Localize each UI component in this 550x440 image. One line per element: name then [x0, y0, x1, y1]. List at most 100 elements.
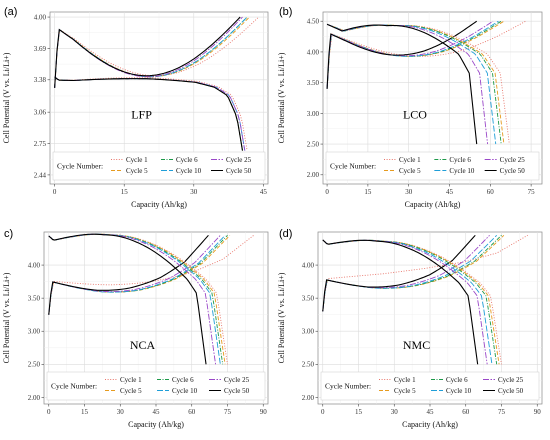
legend-label-cycle-10: Cycle 10 — [176, 167, 202, 175]
legend-label-cycle-50: Cycle 50 — [224, 387, 250, 395]
legend-label-cycle-50: Cycle 50 — [498, 387, 524, 395]
chemistry-label: NCA — [130, 338, 156, 352]
x-tick-label: 30 — [117, 408, 125, 416]
curves — [54, 16, 260, 151]
y-tick-label: 2.00 — [28, 394, 41, 402]
y-tick-label: 2.44 — [34, 171, 47, 179]
legend: Cycle Number: Cycle 1 Cycle 5 Cycle 6 Cycle … — [52, 151, 266, 181]
x-tick-label: 15 — [355, 408, 363, 416]
panel-label: (d) — [279, 228, 292, 240]
y-tick-label: 2.00 — [302, 394, 315, 402]
y-tick-label: 3.50 — [28, 295, 41, 303]
x-tick-label: 45 — [427, 408, 435, 416]
x-tick-label: 75 — [224, 408, 232, 416]
y-tick-label: 4.00 — [28, 261, 41, 269]
y-tick-label: 2.50 — [307, 140, 320, 148]
panel-label: c) — [4, 228, 13, 240]
x-tick-label: 15 — [121, 188, 129, 196]
x-tick-label: 30 — [405, 188, 413, 196]
x-tick-label: 45 — [260, 188, 268, 196]
y-tick-label: 3.50 — [302, 295, 315, 303]
legend-label-cycle-6: Cycle 6 — [446, 376, 468, 384]
legend-label-cycle-5: Cycle 5 — [394, 387, 416, 395]
y-tick-label: 4.50 — [307, 18, 320, 26]
legend-label-cycle-10: Cycle 10 — [172, 387, 198, 395]
panel-lfp: 0 15 30 45 2.44 2.75 3.06 3.38 3.69 4.00 Capacity … — [2, 6, 269, 209]
legend-title: Cycle Number: — [57, 162, 103, 171]
y-tick-label: 3.69 — [34, 45, 47, 53]
y-axis-label: Cell Potential (V vs. Li/Li+) — [277, 272, 286, 363]
curves — [326, 20, 526, 145]
x-tick-label: 45 — [446, 188, 454, 196]
legend: Cycle Number: Cycle 1 Cycle 5 Cycle 6 Cycle … — [46, 371, 266, 401]
charge-curve-cycle-1 — [326, 20, 526, 89]
panel-label: (a) — [4, 6, 17, 18]
discharge-curve-cycle-25 — [326, 23, 489, 145]
x-tick-label: 45 — [153, 408, 161, 416]
legend-label-cycle-6: Cycle 6 — [176, 156, 198, 164]
legend-label-cycle-25: Cycle 25 — [224, 376, 250, 384]
legend-title: Cycle Number: — [330, 162, 376, 171]
chemistry-label: LCO — [403, 108, 427, 122]
legend-box — [52, 151, 266, 181]
curves — [48, 233, 254, 365]
y-tick-label: 2.50 — [302, 361, 315, 369]
y-tick-label: 3.06 — [34, 109, 47, 117]
x-tick-label: 75 — [498, 408, 506, 416]
discharge-curve-cycle-50 — [326, 23, 478, 145]
legend-label-cycle-5: Cycle 5 — [120, 387, 142, 395]
x-tick-label: 30 — [190, 188, 198, 196]
legend-label-cycle-50: Cycle 50 — [500, 167, 526, 175]
legend-label-cycle-10: Cycle 10 — [446, 387, 472, 395]
y-tick-label: 3.00 — [302, 328, 315, 336]
x-tick-label: 0 — [53, 188, 57, 196]
x-tick-label: 90 — [534, 408, 542, 416]
discharge-curve-cycle-10 — [48, 233, 221, 365]
y-tick-label: 4.00 — [307, 48, 320, 56]
y-axis-label: Cell Potential (V vs. Li/Li+) — [2, 272, 11, 363]
x-tick-label: 0 — [321, 408, 325, 416]
legend-label-cycle-1: Cycle 1 — [399, 156, 421, 164]
y-tick-label: 3.50 — [307, 79, 320, 87]
y-tick-label: 2.00 — [307, 171, 320, 179]
chemistry-label: NMC — [403, 338, 430, 352]
y-tick-label: 4.00 — [302, 261, 315, 269]
legend-label-cycle-1: Cycle 1 — [126, 156, 148, 164]
y-tick-label: 2.50 — [28, 361, 41, 369]
x-tick-label: 0 — [47, 408, 51, 416]
y-tick-label: 3.38 — [34, 76, 47, 84]
charge-curve-cycle-25 — [326, 20, 494, 89]
x-tick-label: 15 — [364, 188, 372, 196]
panel-nmc: 0 15 30 45 60 75 90 2.00 2.50 3.00 3.50 4.00 Capacit… — [277, 228, 543, 429]
legend-label-cycle-25: Cycle 25 — [226, 156, 252, 164]
legend-title: Cycle Number: — [325, 382, 371, 391]
charge-curve-cycle-50 — [54, 16, 241, 88]
legend-label-cycle-5: Cycle 5 — [126, 167, 148, 175]
panel-nca: 0 15 30 45 60 75 90 2.00 2.50 3.00 3.50 4.00 Capacit… — [2, 228, 269, 429]
y-axis-label: Cell Potential (V vs. Li/Li+) — [2, 52, 11, 143]
legend-title: Cycle Number: — [51, 382, 97, 391]
x-tick-label: 60 — [487, 188, 495, 196]
x-axis-label: Capacity (Ah/kg) — [405, 200, 461, 209]
legend-box — [320, 371, 540, 401]
legend-label-cycle-5: Cycle 5 — [399, 167, 421, 175]
y-tick-label: 3.00 — [307, 110, 320, 118]
x-axis-label: Capacity (Ah/kg) — [131, 200, 187, 209]
chemistry-label: LFP — [131, 108, 152, 122]
x-tick-label: 0 — [325, 188, 329, 196]
legend-label-cycle-25: Cycle 25 — [500, 156, 526, 164]
legend-label-cycle-6: Cycle 6 — [172, 376, 194, 384]
x-tick-label: 15 — [81, 408, 89, 416]
panel-label: (b) — [279, 6, 292, 18]
legend-label-cycle-1: Cycle 1 — [394, 376, 416, 384]
legend-label-cycle-6: Cycle 6 — [449, 156, 471, 164]
legend-label-cycle-10: Cycle 10 — [449, 167, 475, 175]
x-axis-label: Capacity (Ah/kg) — [402, 420, 458, 429]
x-tick-label: 90 — [260, 408, 268, 416]
charge-curve-cycle-1 — [322, 234, 528, 312]
y-axis-label: Cell Potential (V vs. Li/Li+) — [277, 52, 286, 143]
y-tick-label: 3.00 — [28, 328, 41, 336]
discharge-curve-cycle-6 — [322, 239, 498, 365]
legend-label-cycle-1: Cycle 1 — [120, 376, 142, 384]
